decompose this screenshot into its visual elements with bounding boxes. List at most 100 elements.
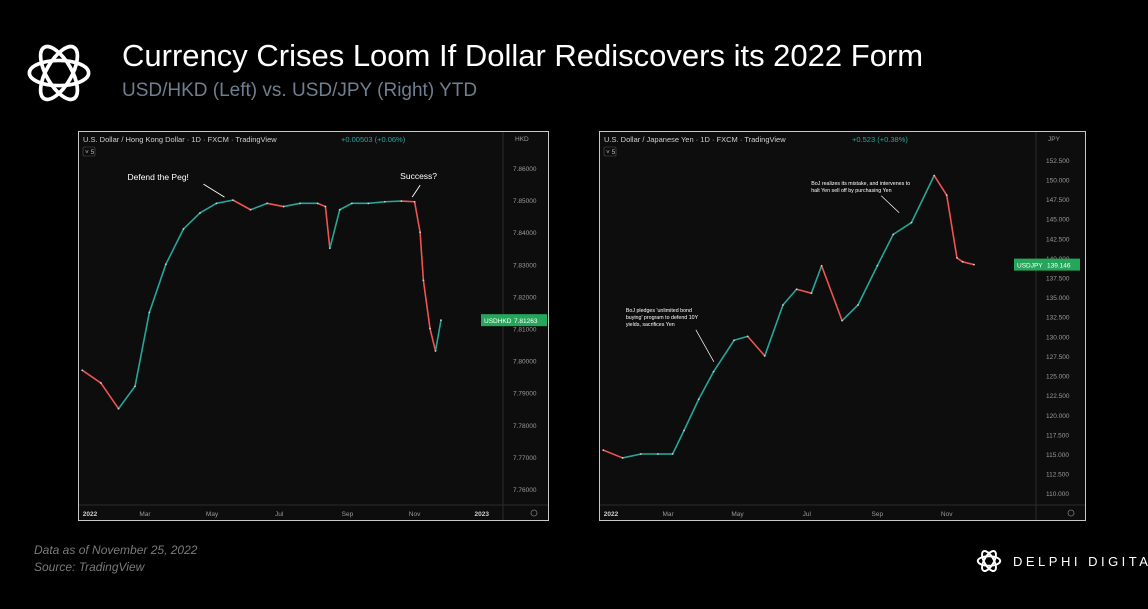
currency-label: JPY — [1048, 136, 1061, 143]
series-segment — [602, 449, 623, 459]
series-segment — [401, 200, 415, 203]
series-segment — [857, 265, 879, 306]
series-segment — [339, 202, 353, 211]
change-label: +0.523 (+0.38%) — [852, 135, 908, 144]
data-point — [795, 288, 798, 291]
x-tick-label: Jul — [275, 511, 284, 518]
series-segment — [199, 202, 217, 214]
data-point — [81, 369, 84, 372]
data-point — [892, 233, 895, 236]
x-tick-label: Nov — [409, 511, 421, 518]
change-label: +0.00503 (+0.06%) — [341, 135, 406, 144]
x-tick-label: Nov — [941, 511, 953, 518]
y-tick-label: 7.77000 — [513, 455, 537, 462]
x-tick-label: 2022 — [604, 511, 619, 518]
interval-badge: ˅ 5 — [606, 149, 616, 156]
data-point — [134, 385, 136, 388]
data-point — [810, 292, 813, 295]
data-point — [182, 228, 185, 230]
y-tick-label: 142.500 — [1046, 236, 1070, 243]
series-segment — [962, 261, 975, 266]
series-segment — [413, 201, 421, 233]
data-point — [733, 339, 735, 342]
series-segment — [429, 328, 437, 352]
y-tick-label: 7.86000 — [513, 166, 537, 173]
data-point — [350, 202, 353, 205]
series-segment — [671, 430, 685, 455]
y-tick-label: 150.000 — [1046, 177, 1070, 184]
usdjpy-chart-panel: U.S. Dollar / Japanese Yen · 1D · FXCM ·… — [599, 131, 1086, 521]
series-segment — [182, 212, 201, 230]
series-segment — [283, 202, 301, 208]
x-tick-label: Mar — [139, 511, 151, 518]
series-segment — [250, 202, 268, 211]
data-point — [117, 407, 120, 410]
y-tick-label: 147.500 — [1046, 197, 1070, 204]
data-point — [857, 304, 859, 306]
x-tick-label: Jul — [803, 511, 812, 518]
annotation-text: Defend the Peg! — [127, 172, 188, 182]
data-point — [782, 304, 784, 306]
series-segment — [384, 200, 402, 203]
price-tag-symbol: USDHKD — [484, 318, 512, 325]
data-point — [199, 212, 201, 214]
annotation-text: buying' program to defend 10Y — [626, 315, 699, 321]
series-segment — [266, 202, 284, 208]
settings-icon — [1067, 509, 1075, 517]
data-point — [299, 202, 302, 205]
page-subtitle: USD/HKD (Left) vs. USD/JPY (Right) YTD — [122, 80, 478, 101]
y-tick-label: 7.79000 — [513, 391, 537, 398]
interval-badge: ˅ 5 — [85, 149, 95, 156]
y-tick-label: 127.500 — [1046, 354, 1070, 361]
y-tick-label: 7.83000 — [513, 262, 537, 269]
series-segment — [419, 232, 425, 281]
delphi-brand-icon — [976, 550, 1002, 572]
interval-badge-box — [82, 146, 96, 157]
chart-background — [600, 132, 1085, 520]
x-tick-label: 2023 — [474, 511, 489, 518]
y-tick-label: 7.80000 — [513, 359, 537, 366]
series-segment — [324, 206, 331, 249]
y-tick-label: 7.85000 — [513, 198, 537, 205]
y-tick-label: 137.500 — [1046, 276, 1070, 283]
x-tick-label: Mar — [662, 511, 674, 518]
data-point — [249, 208, 252, 211]
series-segment — [892, 221, 912, 236]
annotation-arrow — [880, 195, 900, 214]
data-point — [282, 205, 285, 208]
page-title: Currency Crises Loom If Dollar Rediscove… — [122, 38, 924, 73]
y-tick-label: 7.81000 — [513, 327, 537, 334]
instrument-label: U.S. Dollar / Hong Kong Dollar · 1D · FX… — [83, 135, 277, 144]
data-date-note: Data as of November 25, 2022 — [34, 543, 198, 557]
data-point — [639, 453, 642, 455]
data-point — [763, 355, 766, 357]
data-point — [945, 194, 948, 197]
annotation-text: yields, sacrifices Yen — [626, 322, 675, 328]
series-segment — [368, 200, 385, 205]
data-point — [712, 370, 715, 373]
series-segment — [820, 265, 843, 321]
data-point — [100, 382, 102, 384]
data-point — [266, 202, 269, 205]
price-tag-value: 139.146 — [1047, 263, 1071, 270]
series-segment — [876, 234, 894, 267]
series-segment — [100, 382, 120, 410]
data-point — [422, 279, 425, 282]
data-point — [440, 319, 442, 322]
data-point — [933, 174, 936, 177]
series-segment — [317, 202, 326, 208]
price-tag-symbol: USDJPY — [1017, 263, 1043, 270]
data-point — [316, 202, 319, 205]
data-point — [215, 202, 218, 205]
annotation-text: BoJ pledges 'unlimited bond — [626, 308, 692, 314]
data-point — [232, 199, 234, 202]
data-point — [876, 264, 879, 267]
y-tick-label: 132.500 — [1046, 315, 1070, 322]
series-segment — [945, 195, 958, 259]
y-tick-label: 145.000 — [1046, 217, 1070, 224]
series-segment — [956, 257, 964, 263]
series-segment — [810, 265, 823, 294]
annotation-arrow — [411, 184, 421, 198]
settings-icon — [530, 509, 538, 517]
series-segment — [782, 288, 798, 306]
